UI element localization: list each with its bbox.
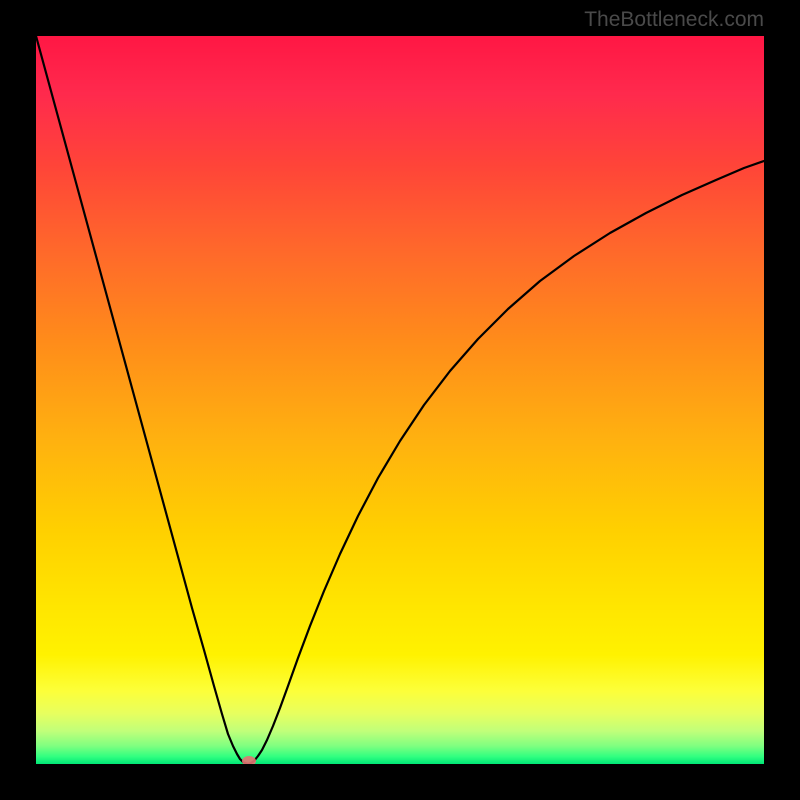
bottleneck-curve — [36, 36, 764, 764]
plot-area — [36, 36, 764, 764]
optimal-point-marker — [242, 756, 256, 764]
chart-container: TheBottleneck.com — [0, 0, 800, 800]
watermark: TheBottleneck.com — [584, 8, 764, 32]
curve-svg — [36, 36, 764, 764]
